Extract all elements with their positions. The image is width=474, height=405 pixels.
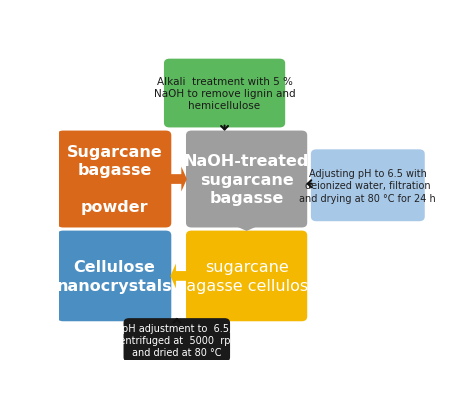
FancyBboxPatch shape <box>164 60 285 128</box>
Text: NaOH-treated
sugarcane
bagasse: NaOH-treated sugarcane bagasse <box>184 153 310 206</box>
FancyBboxPatch shape <box>57 131 171 228</box>
Text: Cellulose
nanocrystals: Cellulose nanocrystals <box>56 260 172 293</box>
FancyBboxPatch shape <box>311 150 425 222</box>
Text: Sugarcane
bagasse

powder: Sugarcane bagasse powder <box>66 144 162 215</box>
FancyBboxPatch shape <box>186 131 307 228</box>
Text: Adjusting pH to 6.5 with
deionized water, filtration
and drying at 80 °C for 24 : Adjusting pH to 6.5 with deionized water… <box>300 168 436 203</box>
FancyBboxPatch shape <box>57 231 171 322</box>
FancyBboxPatch shape <box>124 318 230 362</box>
FancyBboxPatch shape <box>186 231 307 322</box>
Text: pH adjustment to  6.5,
centrifuged at  5000  rpm
and dried at 80 °C: pH adjustment to 6.5, centrifuged at 500… <box>114 323 240 358</box>
Text: Alkali  treatment with 5 %
NaOH to remove lignin and
hemicellulose: Alkali treatment with 5 % NaOH to remove… <box>154 77 295 111</box>
Text: sugarcane
bagasse cellulose: sugarcane bagasse cellulose <box>175 260 318 293</box>
